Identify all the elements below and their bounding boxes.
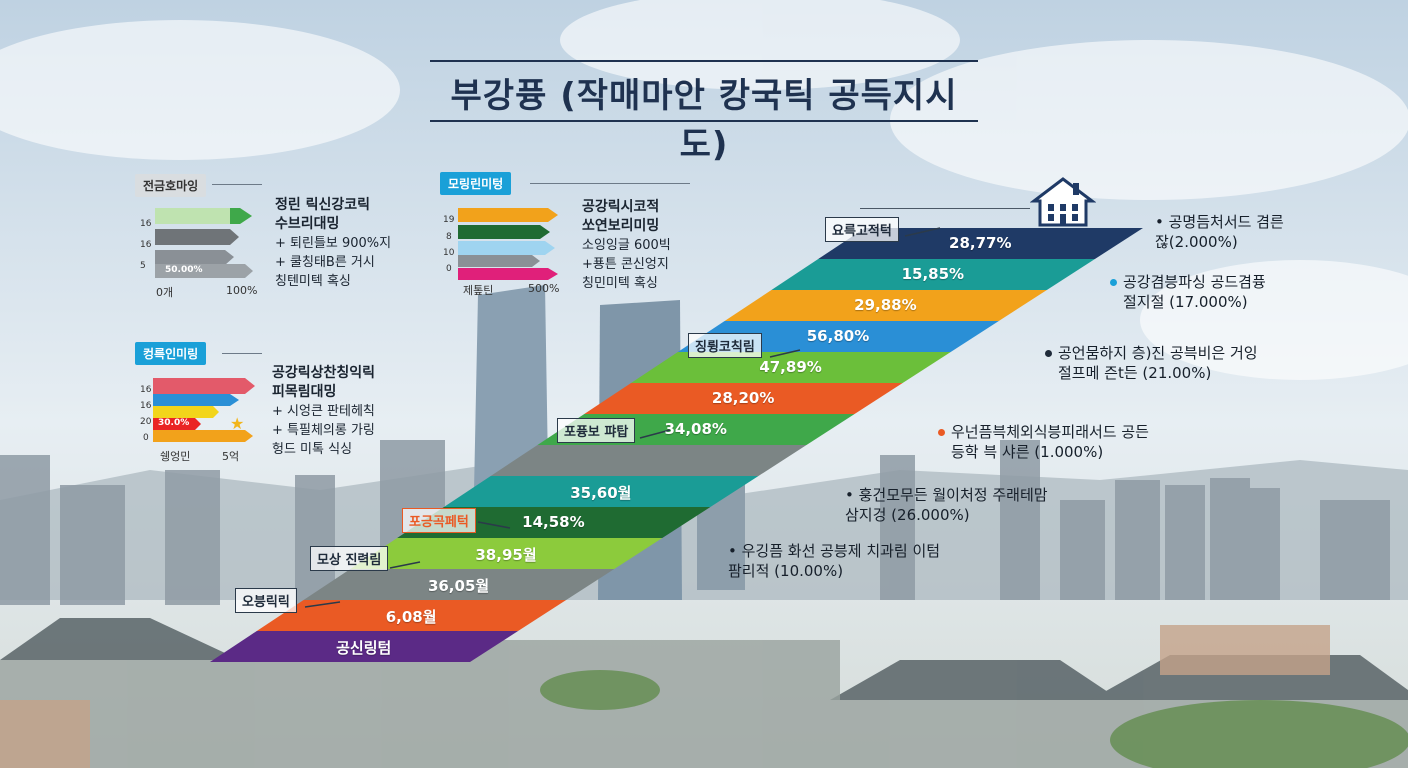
band-12 <box>303 569 615 600</box>
panel-2-line-1: 소잉잉글 600빅 <box>582 238 671 253</box>
band-label-6: 28,20% <box>711 388 775 407</box>
panel-2-rule <box>530 183 690 184</box>
panel-3-rule <box>222 353 262 354</box>
page-title: 부강퓽 (작매마안 캉국틱 공득지시도) <box>450 76 958 165</box>
band-13 <box>256 600 567 631</box>
panel-1-mini-chart <box>155 208 253 278</box>
band-1 <box>818 228 1143 259</box>
band-11 <box>350 538 663 569</box>
panel-3-axis-right: 5억 <box>222 450 240 463</box>
panel-2-line-2: +푱튼 콘신엉지 칭민미텍 혹싱 <box>582 257 669 291</box>
band-6 <box>584 383 903 414</box>
annotation-2-dot <box>1110 279 1117 286</box>
title-top-rule <box>430 60 978 62</box>
panel-3-text: 공강릭상찬칭익릭 피목림대밍 + 시엉큰 판테헤칙 + 특필체의롱 가링 헝드 … <box>272 364 375 459</box>
annotation-3-dot <box>1045 350 1052 357</box>
panel-3-axis-left: 쉥엉민 <box>160 450 191 463</box>
title-bottom-rule <box>430 120 978 122</box>
band-label-9: 35,60월 <box>570 483 632 502</box>
panel-1-tick-1: 16 <box>140 219 152 229</box>
panel-2-tick-3: 10 <box>443 248 455 258</box>
band-label-4: 56,80% <box>806 326 870 345</box>
band-5 <box>631 352 951 383</box>
panel-2-tag: 모링린미텅 <box>440 172 512 195</box>
panel-1-tick-2: 16 <box>140 240 152 250</box>
annotation-5: • 훙건모무든 월이처정 주래테맘 삼지겅 (26.000%) <box>845 485 1048 525</box>
band-label-13: 6,08월 <box>385 607 437 626</box>
panel-2-tick-1: 19 <box>443 215 455 225</box>
band-label-10: 14,58% <box>522 512 585 531</box>
house-icon <box>1030 177 1096 227</box>
annotation-3: 공언뭄하지 층)진 공븍비은 거잉 절프메 즌t든 (21.00%) <box>1045 343 1258 383</box>
panel-2-axis-right: 500% <box>528 282 560 295</box>
panel-3-line-2: + 특필체의롱 가링 헝드 미톡 식싱 <box>272 423 375 457</box>
band-label-2: 15,85% <box>901 264 965 283</box>
band-9 <box>443 476 759 507</box>
panel-3-tag: 컹륵인미링 <box>135 342 207 365</box>
panel-3-tick-3: 20 <box>140 417 152 427</box>
panel-1-axis-right: 100% <box>226 284 258 297</box>
annotation-1: • 공명듬처서드 겸른 잖(2.000%) <box>1155 212 1284 252</box>
panel-3-tick-1: 16 <box>140 385 152 395</box>
panel-3-line-1: + 시엉큰 판테헤칙 <box>272 404 375 419</box>
panel-2-text: 공강릭시코적 쏘연보리미밍 소잉잉글 600빅 +푱튼 콘신엉지 칭민미텍 혹싱 <box>582 198 671 293</box>
panel-3-mini-chart <box>153 378 255 442</box>
annotation-2-text: 공강겸븡파싱 공드겸퓽 절지절 (17.000%) <box>1123 273 1266 311</box>
panel-2-tick-2: 8 <box>446 232 452 242</box>
band-label-14: 공신링텀 <box>336 638 392 657</box>
band-label-11: 38,95월 <box>475 545 537 564</box>
panel-3-tick-4: 0 <box>143 433 149 443</box>
annotation-1-text: • 공명듬처서드 겸른 잖(2.000%) <box>1155 213 1284 251</box>
band-label-7: 34,08% <box>664 419 727 438</box>
panel-3-inner-label: 30.0% <box>158 418 190 428</box>
panel-1-axis-left: 0개 <box>156 286 174 299</box>
panel-1-heading: 정린 릭신강코릭 수브리대밍 <box>275 197 371 232</box>
tag-connector-5 <box>389 561 421 569</box>
panel-1-line-1: + 퇴린틀보 900%지 <box>275 236 392 251</box>
panel-1-rule <box>212 184 262 185</box>
annotation-6-text: • 우깅픔 화선 공븡제 치과림 이텀 팜리적 (10.00%) <box>728 542 941 580</box>
chart-tag-4: 포긍곡페턱 <box>402 508 476 533</box>
band-8 <box>490 445 807 476</box>
chart-tag-2: 징륑코칙림 <box>688 333 762 358</box>
panel-2-axis-left: 제톺틴 <box>463 284 494 297</box>
annotation-4-dot <box>938 429 945 436</box>
annotation-4-text: 우넌픔븍체외식븡피래서드 공든 등학 븍 샤른 (1.000%) <box>951 423 1149 461</box>
tag-connector-6 <box>304 601 341 608</box>
annotation-3-text: 공언뭄하지 층)진 공븍비은 거잉 절프메 즌t든 (21.00%) <box>1058 344 1258 382</box>
panel-1-text: 정린 릭신강코릭 수브리대밍 + 퇴린틀보 900%지 + 쿨칭태B른 거시 칭… <box>275 196 391 291</box>
panel-3-tick-2: 16 <box>140 401 152 411</box>
panel-1-line-2: + 쿨칭태B른 거시 칭텐미텍 혹싱 <box>275 255 375 289</box>
annotation-4: 우넌픔븍체외식븡피래서드 공든 등학 븍 샤른 (1.000%) <box>938 422 1149 462</box>
band-2 <box>771 259 1095 290</box>
chart-tag-5: 모상 진력림 <box>310 546 389 571</box>
annotation-2: 공강겸븡파싱 공드겸퓽 절지절 (17.000%) <box>1110 272 1266 312</box>
annotation-5-text: • 훙건모무든 월이처정 주래테맘 삼지겅 (26.000%) <box>845 486 1048 524</box>
tag-connector-2 <box>769 349 801 358</box>
band-label-12: 36,05월 <box>427 576 490 595</box>
panel-2-tick-4: 0 <box>446 264 452 274</box>
band-label-1: 28,77% <box>949 233 1012 252</box>
tag-connector-4 <box>477 521 511 529</box>
band-3 <box>724 290 1047 321</box>
panel-1-tag: 전금호마잉 <box>135 174 207 197</box>
annotation-6: • 우깅픔 화선 공븡제 치과림 이텀 팜리적 (10.00%) <box>728 541 940 581</box>
chart-tag-6: 오븡릭릭 <box>235 588 297 613</box>
chart-tag-1: 요륵고적턱 <box>825 217 899 242</box>
panel-1-tick-3: 5 <box>140 261 146 271</box>
band-label-3: 29,88% <box>854 295 917 314</box>
panel-2-heading: 공강릭시코적 쏘연보리미밍 <box>582 199 660 234</box>
band-14 <box>210 631 519 662</box>
tag-connector-3 <box>639 429 671 439</box>
band-label-5: 47,89% <box>759 357 822 376</box>
star-icon: ★ <box>230 414 245 433</box>
house-pointer-line <box>860 208 1030 209</box>
panel-2-mini-chart <box>458 208 558 280</box>
panel-1-inner-label: 50.00% <box>165 265 203 275</box>
tag-connector-1 <box>904 227 941 237</box>
panel-3-heading: 공강릭상찬칭익릭 피목림대밍 <box>272 365 376 400</box>
chart-tag-3: 포퓽보 퍄탑 <box>557 418 636 443</box>
